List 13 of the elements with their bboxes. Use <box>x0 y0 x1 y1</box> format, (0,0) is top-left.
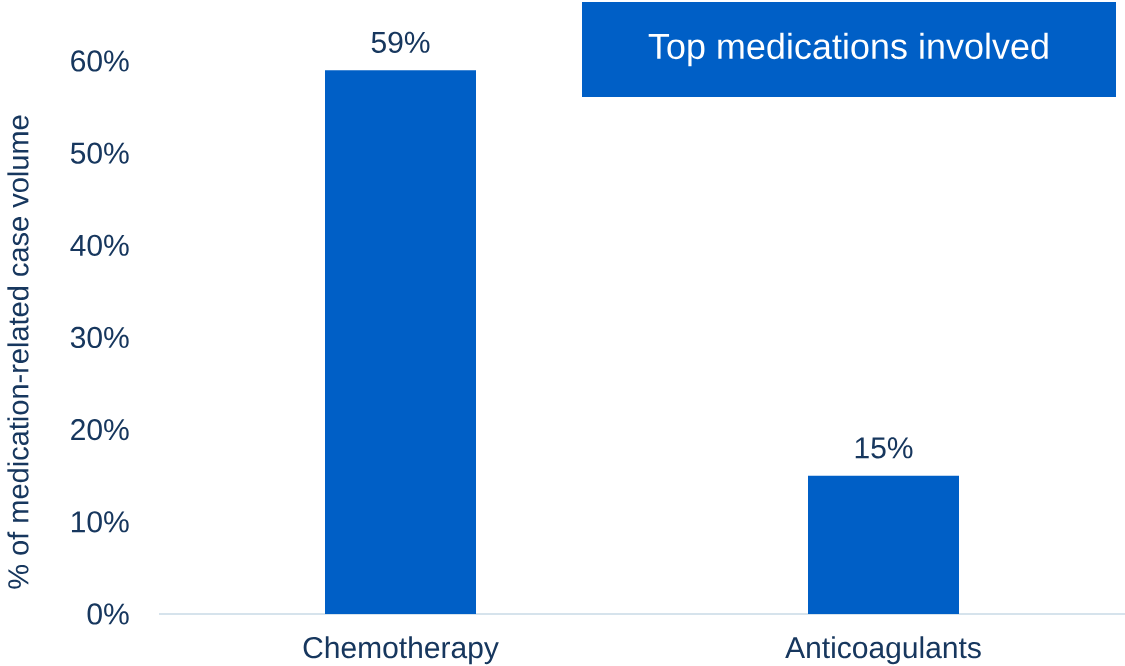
chart-title: Top medications involved <box>648 32 1048 67</box>
y-tick-label: 50% <box>70 142 129 164</box>
y-tick-label: 60% <box>71 50 129 72</box>
y-tick-label: 10% <box>71 511 129 533</box>
y-tick-label: 30% <box>70 326 129 349</box>
y-tick-label: 40% <box>70 234 129 256</box>
y-tick-label: 20% <box>71 419 129 441</box>
x-tick-label: Chemotherapy <box>303 636 499 665</box>
y-tick-label: 0% <box>87 603 129 625</box>
y-axis-title: % of medication-related case volume <box>7 115 29 589</box>
data-label: 15% <box>855 437 913 459</box>
x-tick-label: Anticoagulants <box>785 636 981 665</box>
data-label: 59% <box>371 31 430 53</box>
